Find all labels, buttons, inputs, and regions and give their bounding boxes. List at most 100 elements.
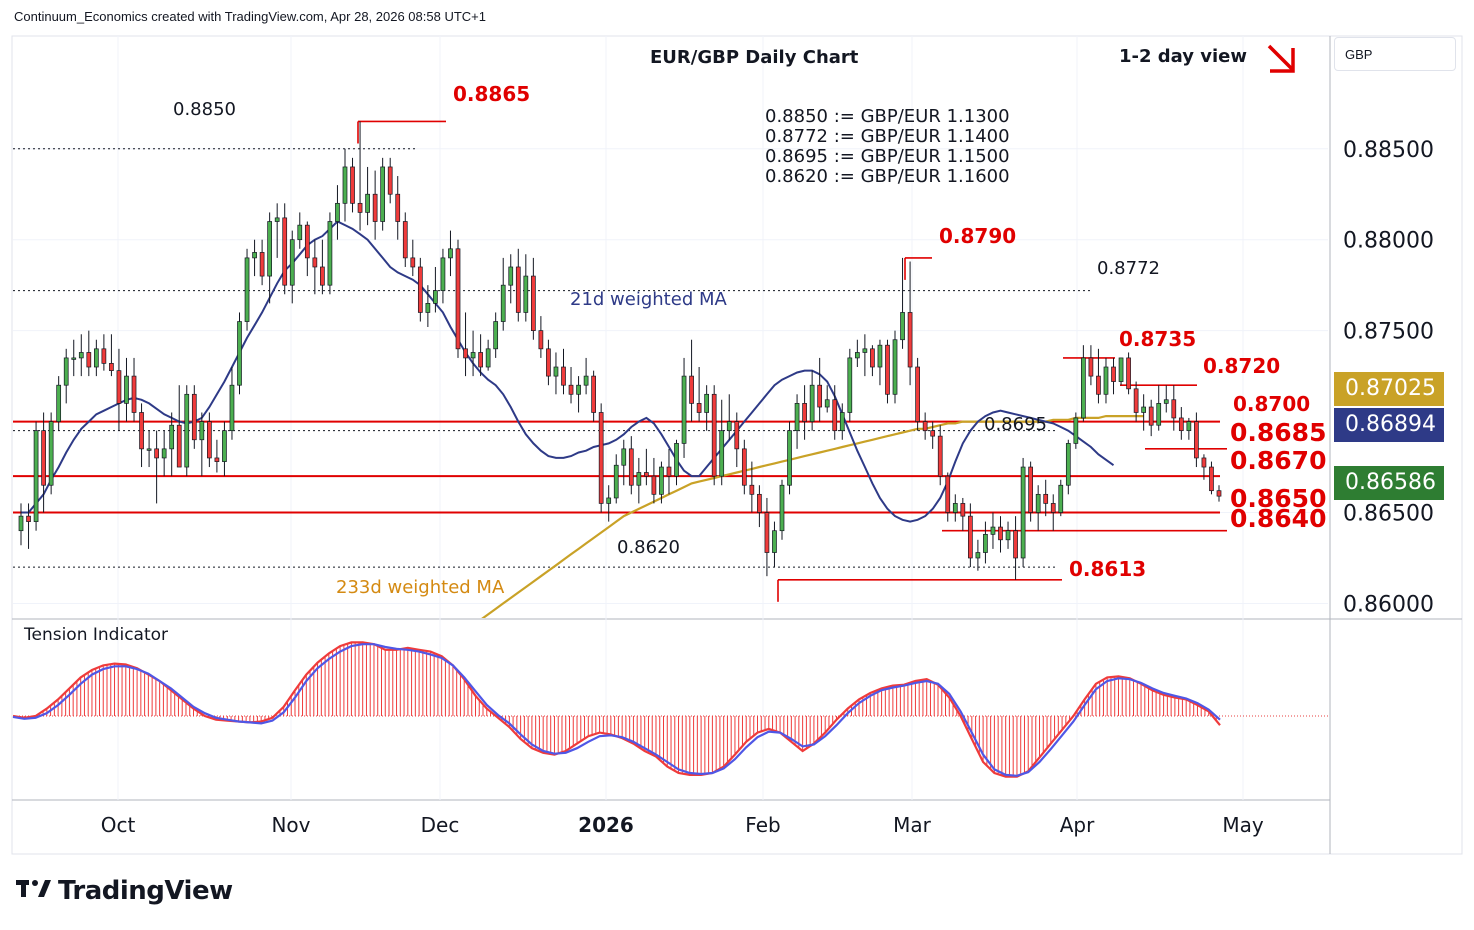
candle xyxy=(817,357,823,422)
candle xyxy=(56,376,62,431)
candle-down xyxy=(711,393,717,477)
candle xyxy=(365,166,370,226)
candle-down xyxy=(689,375,694,404)
candle xyxy=(259,239,265,286)
candle xyxy=(327,212,333,295)
candle xyxy=(199,412,205,477)
candle xyxy=(561,348,566,395)
candle xyxy=(937,425,943,486)
candle-up xyxy=(425,303,431,313)
candle xyxy=(33,421,39,531)
tradingview-logo[interactable]: TradingView xyxy=(16,876,233,906)
candle xyxy=(915,357,920,431)
candle-down xyxy=(922,421,928,432)
candle-up xyxy=(508,266,514,286)
candle-down xyxy=(734,421,740,450)
currency-selector[interactable]: GBP xyxy=(1334,37,1456,71)
candle-up xyxy=(33,430,39,522)
candle-down xyxy=(764,512,770,553)
candle xyxy=(674,439,679,486)
candle xyxy=(402,212,408,267)
candle-down xyxy=(937,435,943,477)
candle xyxy=(485,339,491,371)
candle xyxy=(968,503,973,568)
candle-up xyxy=(267,221,272,277)
candle-up xyxy=(93,348,99,368)
candle xyxy=(998,516,1003,553)
tension-indicator-layer xyxy=(12,641,1330,778)
candle xyxy=(666,448,672,495)
candle xyxy=(169,412,175,477)
candle xyxy=(470,330,476,377)
candle-up xyxy=(990,526,996,535)
candle-down xyxy=(259,252,265,277)
candle-up xyxy=(839,412,845,432)
candle-up xyxy=(1186,421,1192,432)
candle-up xyxy=(1156,403,1162,426)
candle xyxy=(440,248,446,304)
candle-up xyxy=(146,448,152,451)
candle xyxy=(237,312,242,395)
candle-up xyxy=(63,357,69,386)
candle xyxy=(1163,385,1169,413)
candle-up xyxy=(983,533,988,553)
level-label: 0.8670 xyxy=(1230,446,1326,475)
conversion-line: 0.8695 := GBP/EUR 1.1500 xyxy=(765,146,1010,167)
view-text: 1-2 day view xyxy=(1119,46,1247,67)
candle xyxy=(387,157,393,204)
candle xyxy=(531,257,536,340)
candle-up xyxy=(659,466,664,495)
candle-up xyxy=(952,503,958,513)
x-tick-label: Nov xyxy=(271,813,310,837)
candle xyxy=(1005,521,1011,549)
candle-down xyxy=(817,384,823,408)
candle-up xyxy=(719,430,725,477)
x-tick-label: Dec xyxy=(421,813,460,837)
candle-down xyxy=(395,193,401,222)
candle xyxy=(854,339,860,368)
candle-up xyxy=(606,497,612,504)
candle xyxy=(862,334,868,377)
candle xyxy=(41,412,46,513)
text-layer: 0.88500.87720.86950.86200.87000.86700.86… xyxy=(23,44,1326,645)
candle xyxy=(523,254,529,322)
candle-down xyxy=(41,430,46,486)
candle xyxy=(1141,394,1147,431)
candle-down xyxy=(214,457,220,462)
candle xyxy=(93,339,99,377)
candle xyxy=(983,521,988,564)
candle-up xyxy=(576,384,581,395)
candle-up xyxy=(975,552,981,559)
candle-down xyxy=(402,221,408,259)
candle xyxy=(764,497,770,577)
candle-up xyxy=(1163,399,1169,404)
candle xyxy=(455,239,461,358)
candle-down xyxy=(86,352,92,368)
candle xyxy=(214,439,220,473)
chart-credit: Continuum_Economics created with Trading… xyxy=(14,9,486,24)
candle xyxy=(832,385,838,440)
candle-up xyxy=(229,384,235,432)
candle-down xyxy=(651,475,657,495)
candle-up xyxy=(553,366,559,377)
candle-down xyxy=(531,275,536,331)
candle xyxy=(508,254,514,304)
candle-up xyxy=(48,421,54,486)
candle-down xyxy=(1171,399,1177,419)
candle-down xyxy=(387,166,393,195)
candle-down xyxy=(1111,366,1116,382)
candle xyxy=(222,421,227,477)
candle-up xyxy=(779,484,785,532)
candle-down xyxy=(1133,388,1139,413)
candle-up xyxy=(681,375,687,444)
candle-down xyxy=(1096,375,1101,395)
candle xyxy=(1194,412,1199,468)
candle-down xyxy=(1194,421,1199,459)
dotted-level-label: 0.8695 xyxy=(984,414,1047,435)
candle-down xyxy=(1013,530,1018,559)
candle xyxy=(312,239,318,295)
price-axis-label: 0.86894 xyxy=(1334,408,1444,442)
candle-down xyxy=(154,448,159,459)
candle xyxy=(63,348,69,404)
